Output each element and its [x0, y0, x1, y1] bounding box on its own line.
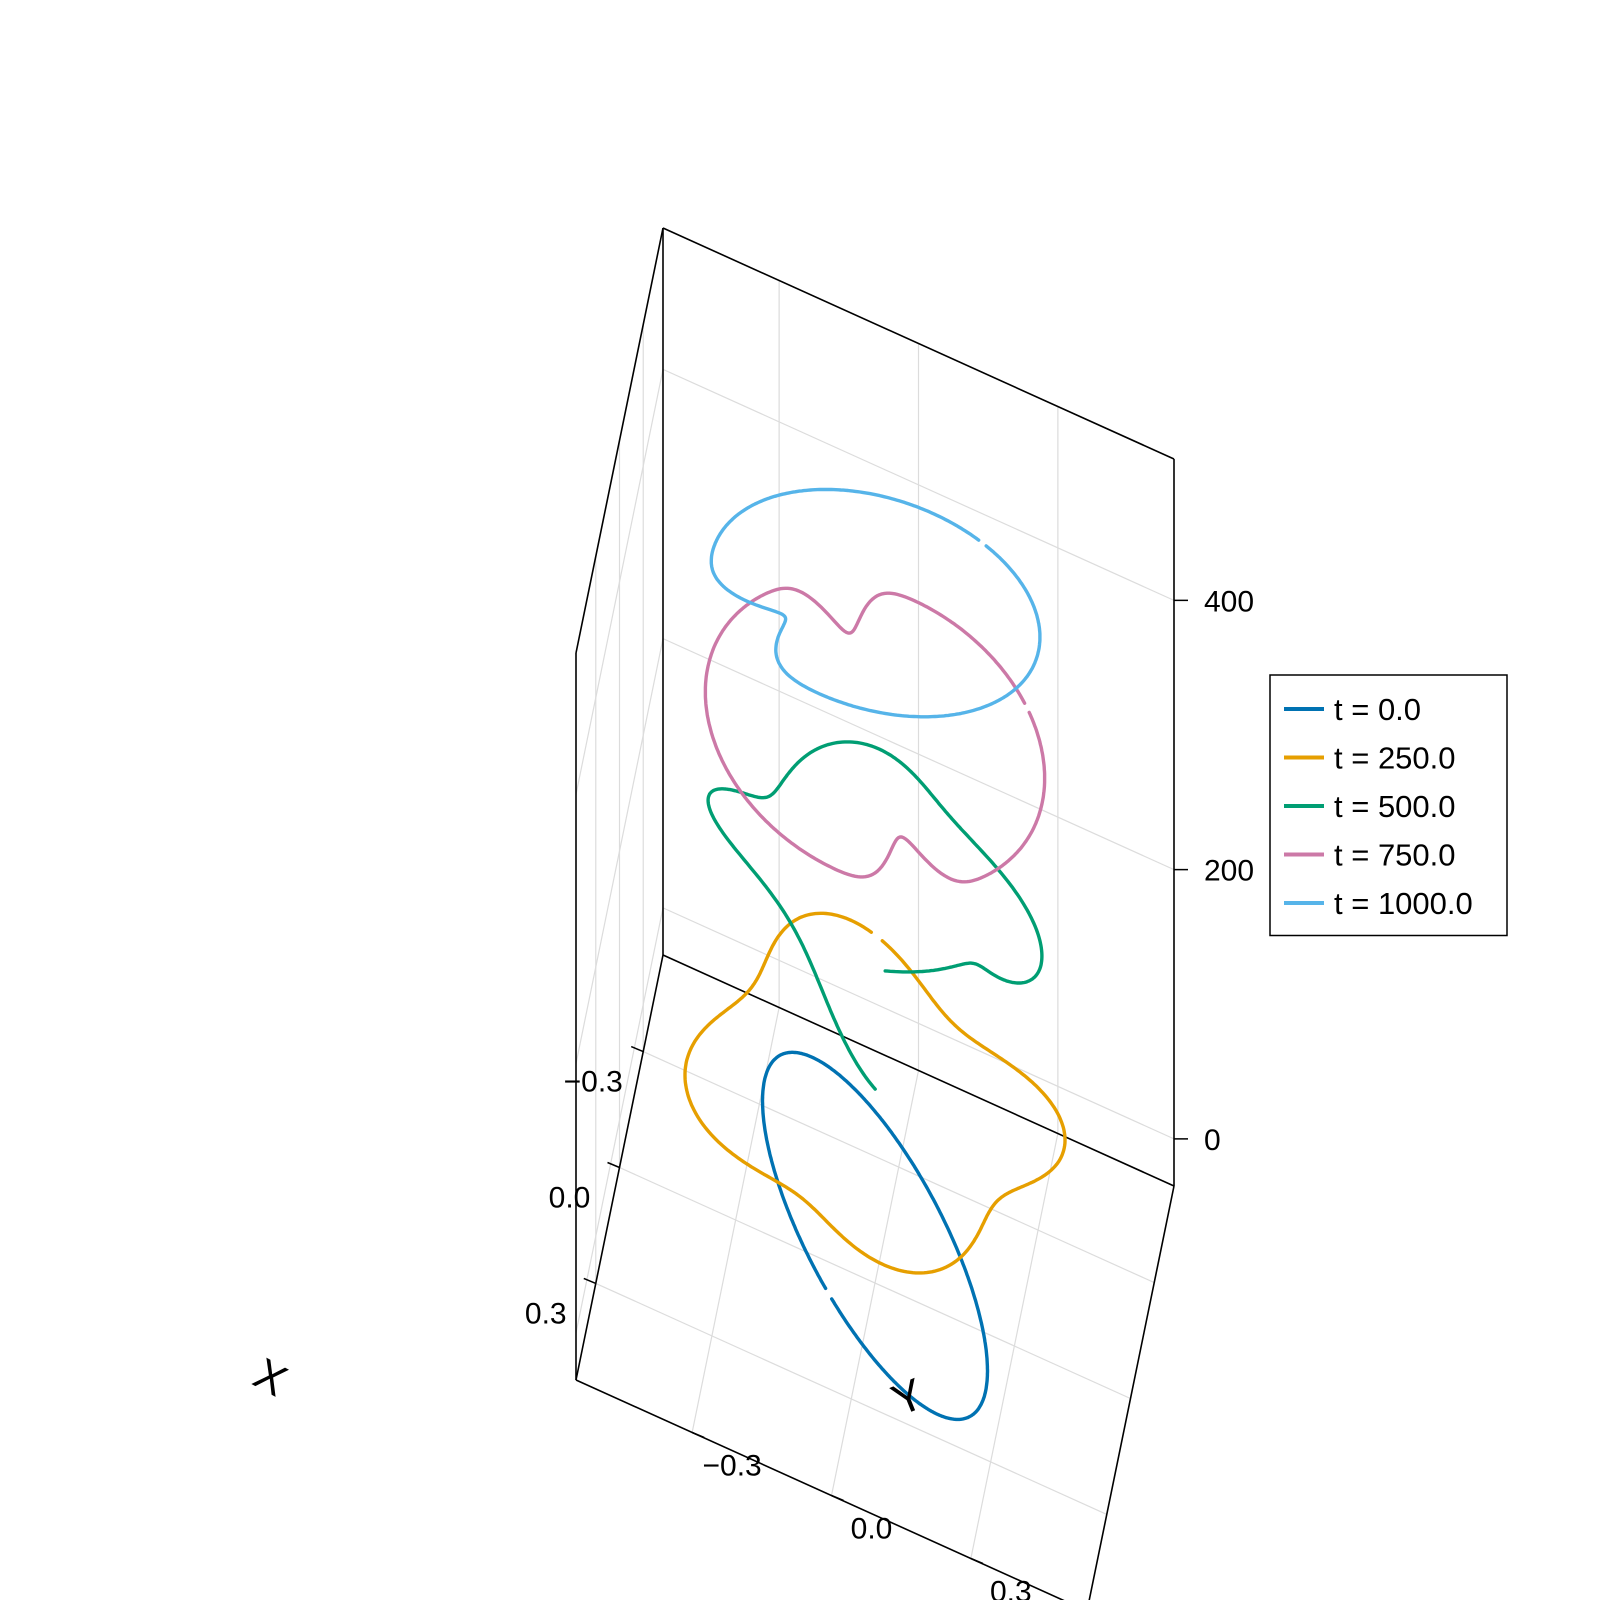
tick-mark	[630, 1045, 644, 1053]
x-tick-label: 0.0	[549, 1182, 591, 1215]
grid-line-y-floor	[830, 1070, 920, 1496]
series-lines	[683, 487, 1067, 1422]
tick-labels: −0.3 0.0 0.3 −0.3 0.0 0.3 0 200 400	[525, 585, 1254, 1600]
tick-mark	[691, 1431, 705, 1439]
series-line-2	[706, 740, 1044, 1091]
axis-box-edge	[575, 227, 664, 654]
legend-label: t = 250.0	[1334, 741, 1456, 776]
grid-lines	[575, 280, 1175, 1559]
x-tick-label: −0.3	[564, 1066, 623, 1099]
x-tick-label: 0.3	[525, 1297, 567, 1330]
z-tick-label: 0	[1204, 1124, 1221, 1157]
legend-label: t = 500.0	[1334, 789, 1456, 824]
grid-line-z-right	[662, 368, 1175, 601]
y-tick-label: 0.3	[990, 1576, 1032, 1600]
z-tick-label: 200	[1204, 855, 1254, 888]
grid-line-y-floor	[970, 1133, 1059, 1559]
series-line-3	[703, 586, 1047, 884]
series-line-4	[709, 487, 1042, 719]
grid-line-z-left	[575, 638, 664, 1064]
series-line-0	[760, 1050, 990, 1422]
axis-box-edge	[575, 1379, 1065, 1600]
y-tick-label: 0.0	[851, 1513, 893, 1546]
x-axis-title: X	[246, 1349, 295, 1406]
legend: t = 0.0 t = 250.0 t = 500.0 t = 750.0 t = 10…	[1269, 674, 1508, 937]
grid-line-z-left	[575, 907, 664, 1333]
tick-mark	[970, 1557, 984, 1565]
series-line-1	[683, 911, 1067, 1275]
axis-box	[575, 227, 1175, 1600]
legend-label: t = 1000.0	[1334, 886, 1473, 921]
grid-line-z-right	[662, 907, 1175, 1140]
tick-mark	[831, 1494, 844, 1502]
grid-line-z-left	[575, 369, 664, 795]
axis-titles: X Y	[246, 1349, 931, 1426]
legend-label: t = 750.0	[1334, 838, 1456, 873]
y-tick-label: −0.3	[703, 1450, 762, 1483]
axis-box-edge	[662, 227, 1175, 460]
axis-box-edge	[1088, 1185, 1175, 1600]
tick-mark	[607, 1161, 620, 1169]
z-tick-label: 400	[1204, 585, 1254, 618]
tick-mark	[583, 1277, 597, 1285]
legend-label: t = 0.0	[1334, 692, 1421, 727]
grid-line-z-right	[662, 638, 1175, 871]
